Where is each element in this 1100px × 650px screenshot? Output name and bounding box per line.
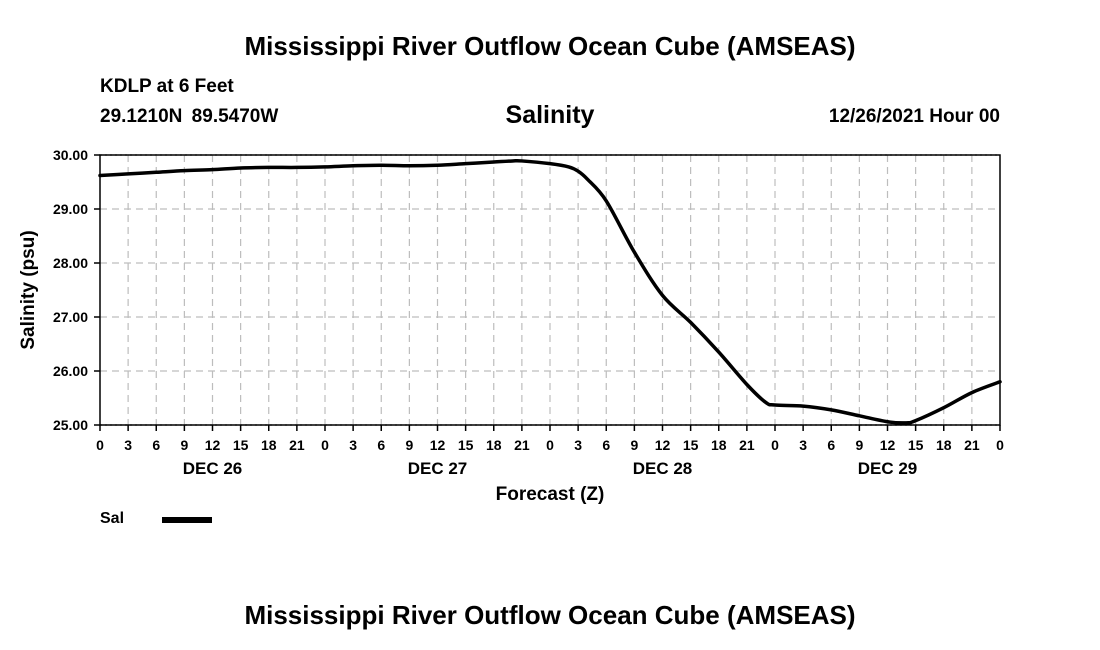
x-tick-label: 12 <box>880 437 896 453</box>
tick-labels: 25.00 26.00 27.00 28.00 29.00 30.00 0 3 6 9 12 15 18… <box>53 147 1004 478</box>
x-tick-label: 0 <box>771 437 779 453</box>
x-tick-label: 21 <box>514 437 530 453</box>
x-tick-label: 9 <box>855 437 863 453</box>
y-tick-label: 29.00 <box>53 201 88 217</box>
x-tick-label: 3 <box>799 437 807 453</box>
x-tick-label: 0 <box>96 437 104 453</box>
coordinates-label: 29.1210N 89.5470W <box>100 106 279 127</box>
x-tick-label: 18 <box>711 437 727 453</box>
x-tick-label: 18 <box>261 437 277 453</box>
station-label: KDLP at 6 Feet <box>100 76 234 97</box>
day-label: DEC 29 <box>858 459 918 478</box>
x-tick-label: 3 <box>349 437 357 453</box>
x-tick-label: 15 <box>683 437 699 453</box>
forecast-datetime: 12/26/2021 Hour 00 <box>828 106 1000 127</box>
x-tick-label: 3 <box>124 437 132 453</box>
x-tick-label: 15 <box>908 437 924 453</box>
x-tick-label: 6 <box>152 437 160 453</box>
y-tick-label: 26.00 <box>53 363 88 379</box>
x-tick-label: 21 <box>289 437 305 453</box>
y-tick-label: 30.00 <box>53 147 88 163</box>
y-tick-label: 28.00 <box>53 255 88 271</box>
grid-lines <box>100 154 1000 426</box>
chart-title: Mississippi River Outflow Ocean Cube (AM… <box>244 31 856 61</box>
day-label: DEC 26 <box>183 459 243 478</box>
series-line-sal <box>98 158 1002 425</box>
x-axis-label: Forecast (Z) <box>496 484 605 505</box>
x-tick-label: 0 <box>996 437 1004 453</box>
x-tick-label: 12 <box>205 437 221 453</box>
x-tick-label: 21 <box>739 437 755 453</box>
y-tick-label: 25.00 <box>53 417 88 433</box>
day-label: DEC 27 <box>408 459 468 478</box>
x-tick-label: 15 <box>458 437 474 453</box>
legend-swatch <box>162 517 212 523</box>
x-tick-label: 18 <box>936 437 952 453</box>
variable-title: Salinity <box>505 101 595 129</box>
x-tick-label: 9 <box>180 437 188 453</box>
legend-label: Sal <box>100 510 125 527</box>
x-tick-label: 3 <box>574 437 582 453</box>
x-tick-label: 0 <box>321 437 329 453</box>
x-tick-label: 12 <box>430 437 446 453</box>
y-axis-label: Salinity (psu) <box>18 230 39 349</box>
day-label: DEC 28 <box>633 459 693 478</box>
y-tick-label: 27.00 <box>53 309 88 325</box>
x-tick-label: 18 <box>486 437 502 453</box>
series-layer <box>98 158 1002 425</box>
x-tick-label: 12 <box>655 437 671 453</box>
x-tick-label: 6 <box>827 437 835 453</box>
x-tick-label: 9 <box>630 437 638 453</box>
x-tick-label: 9 <box>405 437 413 453</box>
x-tick-label: 15 <box>233 437 249 453</box>
x-tick-label: 0 <box>546 437 554 453</box>
x-tick-label: 21 <box>964 437 980 453</box>
x-tick-label: 6 <box>602 437 610 453</box>
axis-ticks <box>94 154 1001 431</box>
footer-title: Mississippi River Outflow Ocean Cube (AM… <box>244 600 856 630</box>
x-tick-label: 6 <box>377 437 385 453</box>
